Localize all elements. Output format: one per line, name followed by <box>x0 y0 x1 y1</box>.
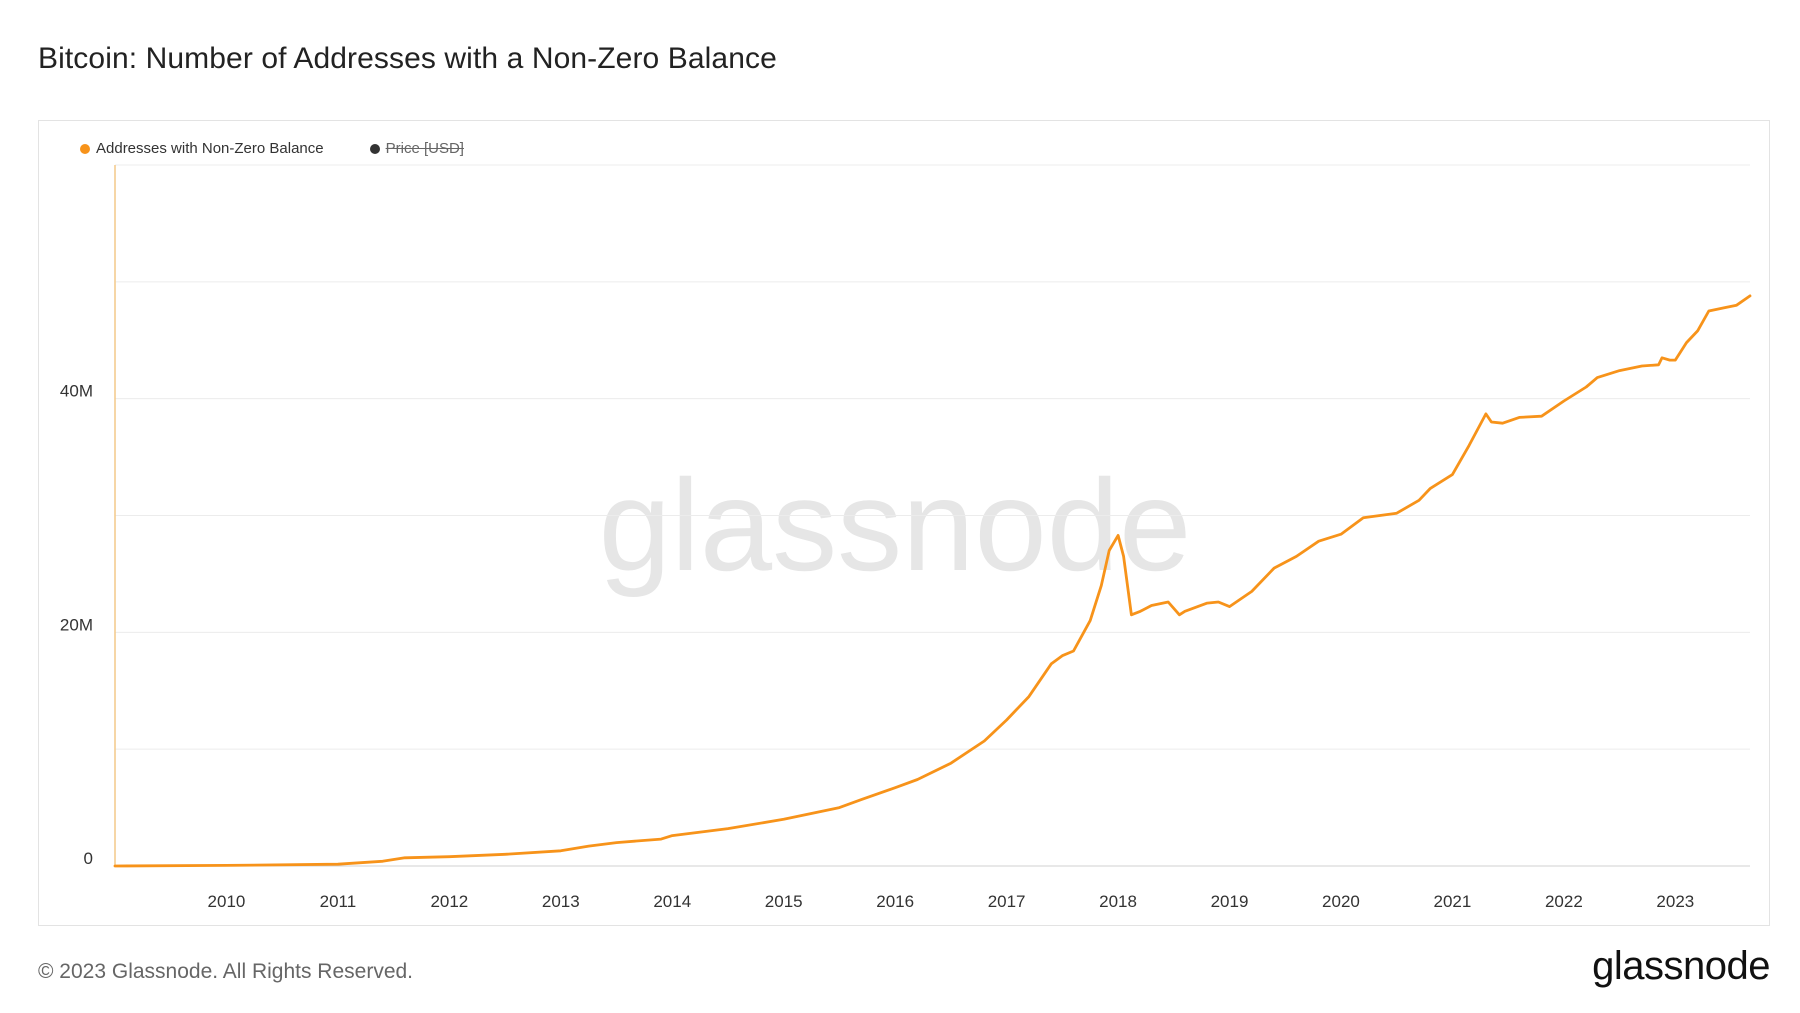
x-tick-label: 2014 <box>653 892 691 911</box>
x-tick-label: 2022 <box>1545 892 1583 911</box>
y-tick-label: 40M <box>60 382 93 401</box>
glassnode-logo[interactable]: glassnode <box>1592 944 1770 988</box>
legend-label-addresses: Addresses with Non-Zero Balance <box>96 140 324 157</box>
chart-watermark: glassnode <box>599 452 1192 598</box>
chart-frame <box>38 120 1770 926</box>
x-tick-label: 2015 <box>765 892 803 911</box>
x-tick-label: 2018 <box>1099 892 1137 911</box>
x-tick-label: 2013 <box>542 892 580 911</box>
legend-item-price[interactable]: Price [USD] <box>369 140 464 157</box>
legend-item-addresses[interactable]: Addresses with Non-Zero Balance <box>80 140 324 157</box>
x-tick-label: 2020 <box>1322 892 1360 911</box>
x-tick-label: 2012 <box>430 892 468 911</box>
grid-lines <box>115 164 1750 750</box>
x-tick-label: 2023 <box>1656 892 1694 911</box>
x-tick-label: 2021 <box>1434 892 1472 911</box>
legend-label-price: Price [USD] <box>385 140 464 157</box>
chart-legend: Addresses with Non-Zero Balance Price [U… <box>80 140 510 157</box>
x-tick-label: 2011 <box>320 892 357 911</box>
axes: 0 20M 40M 2010 2011 2012 2013 2014 2015 2016 2017 2… <box>60 165 1750 911</box>
legend-dot-addresses <box>80 143 90 154</box>
legend-dot-price <box>369 143 380 154</box>
y-tick-label: 20M <box>60 615 93 634</box>
series-line-addresses[interactable] <box>113 294 1752 868</box>
page-title: Bitcoin: Number of Addresses with a Non-… <box>38 42 777 75</box>
x-tick-label: 2016 <box>876 892 914 911</box>
x-tick-label: 2019 <box>1211 892 1249 911</box>
y-tick-label: 0 <box>84 849 93 868</box>
copyright-text: © 2023 Glassnode. All Rights Reserved. <box>38 960 414 983</box>
x-tick-label: 2017 <box>988 892 1026 911</box>
x-tick-label: 2010 <box>208 892 246 911</box>
series-layer <box>113 294 1752 868</box>
